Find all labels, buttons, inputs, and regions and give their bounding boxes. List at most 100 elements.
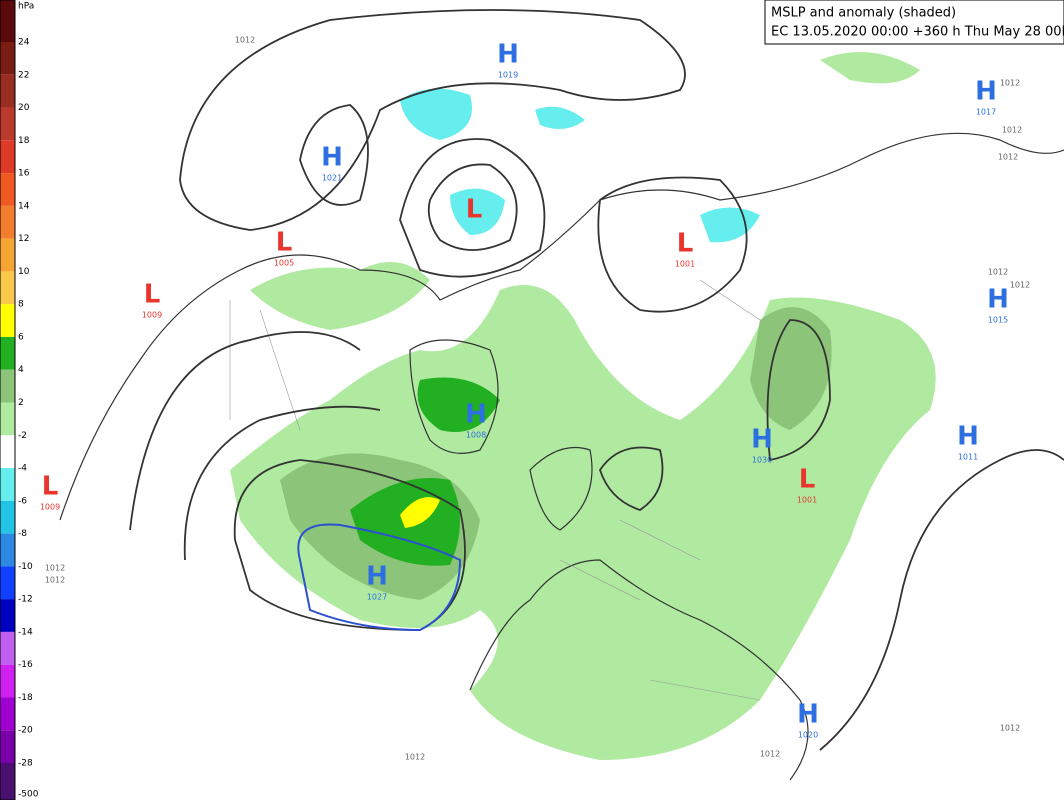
colorbar-label: 24 <box>18 38 30 48</box>
pressure-center: H <box>987 285 1009 315</box>
pressure-labels: H1019H1021LL1005L1009L1001H1017H1015H100… <box>40 36 1030 762</box>
pressure-center: H <box>957 422 979 452</box>
center-pressure: 1027 <box>367 593 387 602</box>
center-pressure: 1009 <box>40 503 60 512</box>
center-pressure: 1001 <box>797 496 817 505</box>
shade-positive <box>400 497 440 528</box>
colorbar-swatch <box>0 697 15 731</box>
isobar <box>399 138 546 278</box>
coastline <box>529 446 593 531</box>
isobar <box>129 331 361 531</box>
colorbar-label: 14 <box>18 201 30 211</box>
coastline <box>59 132 1064 521</box>
isobar <box>597 176 748 313</box>
isobar <box>766 319 831 462</box>
isobar <box>183 405 381 561</box>
pressure-center: H <box>366 562 388 592</box>
isobar-label: 1012 <box>998 153 1018 162</box>
colorbar-label: -14 <box>18 627 33 637</box>
isobar <box>299 104 369 206</box>
colorbar-swatch <box>0 533 15 567</box>
colorbar-label: 12 <box>18 234 29 244</box>
center-pressure: 1001 <box>675 260 695 269</box>
colorbar-swatch <box>0 763 15 800</box>
colorbar-swatch <box>0 42 15 75</box>
colorbar-label: -8 <box>18 529 27 539</box>
colorbar-label: 22 <box>18 70 29 80</box>
colorbar-label: 4 <box>18 365 24 375</box>
isobar <box>819 449 1064 751</box>
center-pressure: 1019 <box>498 71 518 80</box>
isobar-label: 1012 <box>1010 281 1030 290</box>
colorbar-swatch <box>0 74 15 108</box>
isobar <box>233 459 466 631</box>
colorbar-label: -18 <box>18 693 33 703</box>
center-pressure: 1011 <box>958 453 978 462</box>
pressure-center: H <box>751 425 773 455</box>
center-pressure: 1030 <box>752 456 772 465</box>
title-frame <box>764 0 1064 45</box>
colorbar-label: -500 <box>18 790 39 800</box>
isobar-label: 1012 <box>1000 724 1020 733</box>
shade-negative <box>535 106 585 129</box>
isobar <box>179 9 686 231</box>
pressure-center: L <box>466 195 483 225</box>
shade-negative <box>700 207 760 243</box>
colorbar-label: -16 <box>18 660 33 670</box>
isobars <box>129 9 1064 751</box>
center-pressure: 1005 <box>274 259 294 268</box>
isobar-label: 1012 <box>45 576 65 585</box>
shade-positive <box>417 377 500 432</box>
coastline <box>469 559 809 781</box>
title: MSLP and anomaly (shaded) <box>771 6 956 21</box>
colorbar-label: 10 <box>18 267 30 277</box>
shade-positive <box>750 307 832 430</box>
pressure-center: H <box>797 700 819 730</box>
colorbar-label: 20 <box>18 103 30 113</box>
isobar-label: 1012 <box>235 36 255 45</box>
isobar-label: 1012 <box>1002 126 1022 135</box>
colorbar-swatch <box>0 205 15 239</box>
colorbar-swatch <box>0 730 15 763</box>
colorbar-swatch <box>0 664 15 698</box>
colorbar-swatch <box>0 271 15 305</box>
pressure-center: H <box>497 40 519 70</box>
colorbar-swatch <box>0 140 15 174</box>
shade-positive <box>250 262 430 330</box>
colorbar-swatch <box>0 173 15 206</box>
colorbar-label: 6 <box>18 332 24 342</box>
colorbar-label: -28 <box>18 759 33 769</box>
colorbar-swatch <box>0 599 15 632</box>
isobar-label: 1012 <box>45 564 65 573</box>
colorbar-label: -10 <box>18 562 33 572</box>
pressure-center: H <box>975 77 997 107</box>
colorbar-swatch <box>0 107 15 141</box>
colorbar-swatch <box>0 402 15 436</box>
isobar <box>427 163 518 251</box>
isobar-label: 1012 <box>1000 79 1020 88</box>
pressure-center: L <box>799 465 816 495</box>
center-pressure: 1020 <box>798 731 818 740</box>
colorbar-swatch <box>0 435 15 469</box>
pressure-center: H <box>465 400 487 430</box>
colorbar-swatch <box>0 631 15 665</box>
shade-negative <box>400 88 472 140</box>
colorbar-swatch <box>0 566 15 600</box>
colorbar-swatch <box>0 336 15 370</box>
isobar-label: 1012 <box>988 268 1008 277</box>
pressure-center: L <box>677 229 694 259</box>
center-pressure: 1008 <box>466 431 486 440</box>
colorbar-label: -6 <box>18 496 27 506</box>
shade-positive <box>820 52 920 84</box>
subtitle: EC 13.05.2020 00:00 +360 h Thu May 28 00… <box>771 25 1064 40</box>
colorbar-swatch <box>0 0 15 42</box>
isobar-label: 1012 <box>405 753 425 762</box>
coastlines <box>59 132 1064 781</box>
colorbar-swatch <box>0 369 15 403</box>
colorbar-label: 2 <box>18 398 24 408</box>
center-pressure: 1017 <box>976 108 996 117</box>
colorbar: hPa 24 22 20 18 16 14 12 10 8 6 4 2 -2 -4 -6 -8 -10 -12 -14… <box>0 0 39 801</box>
colorbar-label: 8 <box>18 300 24 310</box>
colorbar-label: -2 <box>18 431 27 441</box>
center-pressure: 1021 <box>322 174 342 183</box>
